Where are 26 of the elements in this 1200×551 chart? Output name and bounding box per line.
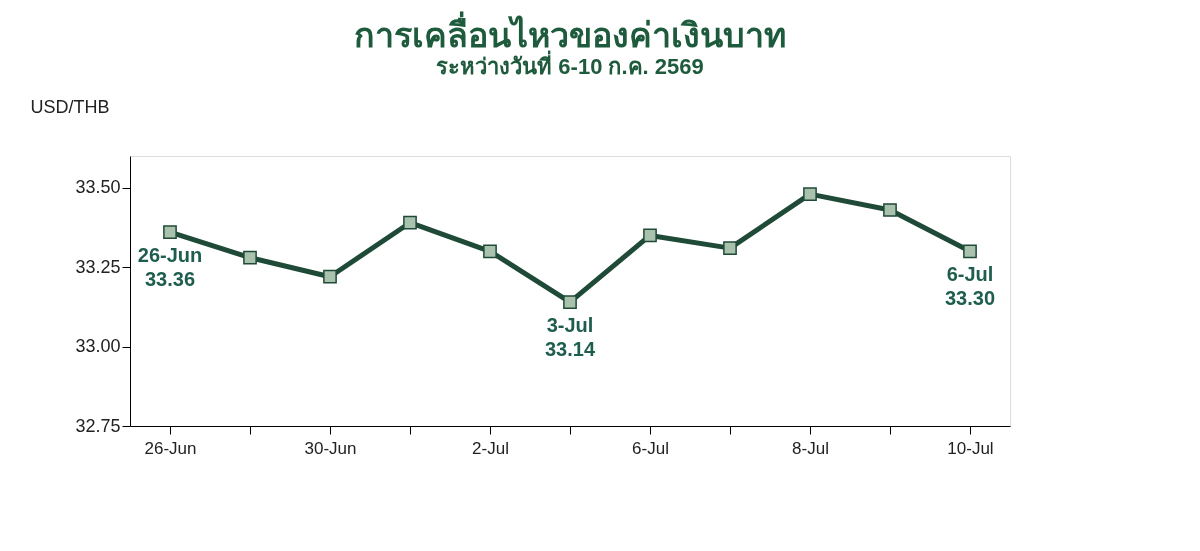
point [803, 187, 817, 201]
point [243, 250, 257, 265]
x-tick-label: 26-Jun [144, 438, 197, 458]
x-tick-label: 2-Jul [472, 438, 509, 458]
point [643, 228, 657, 243]
x-tick-label: 6-Jul [632, 438, 669, 458]
point [163, 225, 177, 240]
point [563, 295, 577, 309]
y-tick-label: 33.25 [75, 256, 121, 277]
point [723, 241, 737, 255]
point [963, 244, 977, 259]
point [483, 244, 497, 259]
x-tick-label: 10-Jul [947, 438, 994, 458]
y-tick-label: 33.00 [75, 336, 121, 357]
x-tick-label: 30-Jun [304, 438, 357, 458]
data-label: 6-Jul 33.30 [944, 263, 996, 310]
y-tick-label: 32.75 [75, 415, 121, 436]
data-label: 3-Jul 33.14 [544, 314, 596, 361]
chart-subtitle: ระหว่างวันที่ 6-10 ก.ค. 2569 [436, 50, 704, 79]
point [883, 203, 897, 217]
y-tick-label: 33.50 [75, 177, 121, 198]
point [403, 215, 417, 230]
data-label: 26-Jun 33.36 [137, 244, 203, 291]
x-tick-label: 8-Jul [792, 438, 829, 458]
point [323, 269, 337, 284]
y-axis-title: USD/THB [30, 96, 110, 117]
